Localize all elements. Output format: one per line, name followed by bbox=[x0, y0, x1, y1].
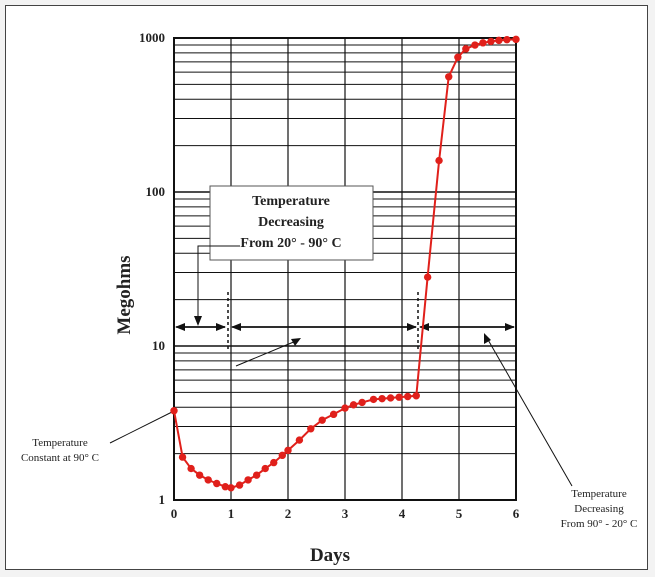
right-annotation-line-1: Temperature bbox=[571, 488, 627, 500]
grid bbox=[173, 37, 517, 501]
data-point bbox=[462, 45, 470, 53]
data-point bbox=[495, 36, 503, 45]
x-tick-label: 0 bbox=[171, 506, 178, 521]
box-line-3: From 20° - 90° C bbox=[240, 236, 341, 251]
data-point bbox=[178, 453, 187, 461]
box-pointer-head-2 bbox=[291, 338, 301, 346]
data-point bbox=[358, 398, 366, 407]
data-point bbox=[170, 407, 178, 415]
y-tick-label: 10 bbox=[152, 338, 165, 353]
data-point bbox=[252, 471, 261, 479]
box-line-2: Decreasing bbox=[258, 215, 324, 230]
x-tick-label: 1 bbox=[228, 506, 235, 521]
x-tick-label: 4 bbox=[399, 506, 406, 521]
data-point bbox=[261, 464, 269, 473]
data-point bbox=[295, 436, 304, 444]
data-point bbox=[270, 458, 278, 467]
y-axis-title: Megohms bbox=[114, 255, 135, 334]
data-point bbox=[445, 73, 453, 81]
right-annotation-pointer bbox=[486, 337, 573, 487]
data-point bbox=[329, 410, 338, 419]
y-tick-label: 100 bbox=[146, 184, 166, 199]
data-point bbox=[435, 156, 443, 165]
box-pointer-line bbox=[197, 245, 240, 322]
right-annotation-line-2: Decreasing bbox=[574, 503, 624, 515]
data-point bbox=[454, 53, 462, 61]
left-annotation-line-1: Temperature bbox=[32, 437, 88, 449]
right-annotation-line-3: From 90° - 20° C bbox=[561, 518, 638, 530]
data-point bbox=[195, 471, 204, 479]
left-annotation-pointer bbox=[109, 411, 173, 444]
box-pointer-line-2 bbox=[235, 340, 297, 367]
data-point bbox=[479, 39, 487, 47]
data-point bbox=[227, 484, 235, 492]
data-point bbox=[423, 273, 432, 281]
data-point bbox=[213, 479, 221, 488]
data-point bbox=[386, 394, 395, 402]
x-tick-label: 2 bbox=[285, 506, 292, 521]
data-point bbox=[221, 483, 229, 491]
y-tick-label: 1 bbox=[159, 492, 166, 507]
data-point bbox=[349, 401, 358, 409]
data-point bbox=[412, 392, 420, 400]
data-point bbox=[395, 393, 403, 401]
data-point bbox=[318, 416, 326, 424]
data-point bbox=[503, 35, 511, 44]
data-point bbox=[512, 35, 520, 44]
data-point bbox=[341, 404, 349, 412]
box-pointer-head-1 bbox=[194, 316, 202, 326]
data-point bbox=[244, 476, 252, 484]
annotation-box bbox=[209, 185, 374, 261]
data-point bbox=[235, 481, 244, 489]
x-axis-title: Days bbox=[310, 545, 350, 566]
left-annotation-line-2: Constant at 90° C bbox=[21, 452, 99, 464]
data-point bbox=[471, 41, 479, 49]
box-line-1: Temperature bbox=[252, 194, 330, 209]
data-point bbox=[284, 446, 292, 455]
data-point bbox=[487, 37, 495, 46]
data-point bbox=[404, 392, 412, 401]
data-point bbox=[187, 464, 195, 473]
x-tick-label: 5 bbox=[456, 506, 463, 521]
data-point bbox=[278, 451, 286, 460]
x-tick-label: 3 bbox=[342, 506, 349, 521]
data-point bbox=[307, 425, 315, 433]
data-point bbox=[378, 394, 386, 403]
right-annotation-pointer-head bbox=[484, 333, 491, 344]
x-tick-label: 6 bbox=[513, 506, 520, 521]
data-point bbox=[369, 395, 378, 404]
series bbox=[170, 35, 520, 492]
data-point bbox=[204, 476, 212, 484]
y-tick-label: 1000 bbox=[139, 30, 165, 45]
